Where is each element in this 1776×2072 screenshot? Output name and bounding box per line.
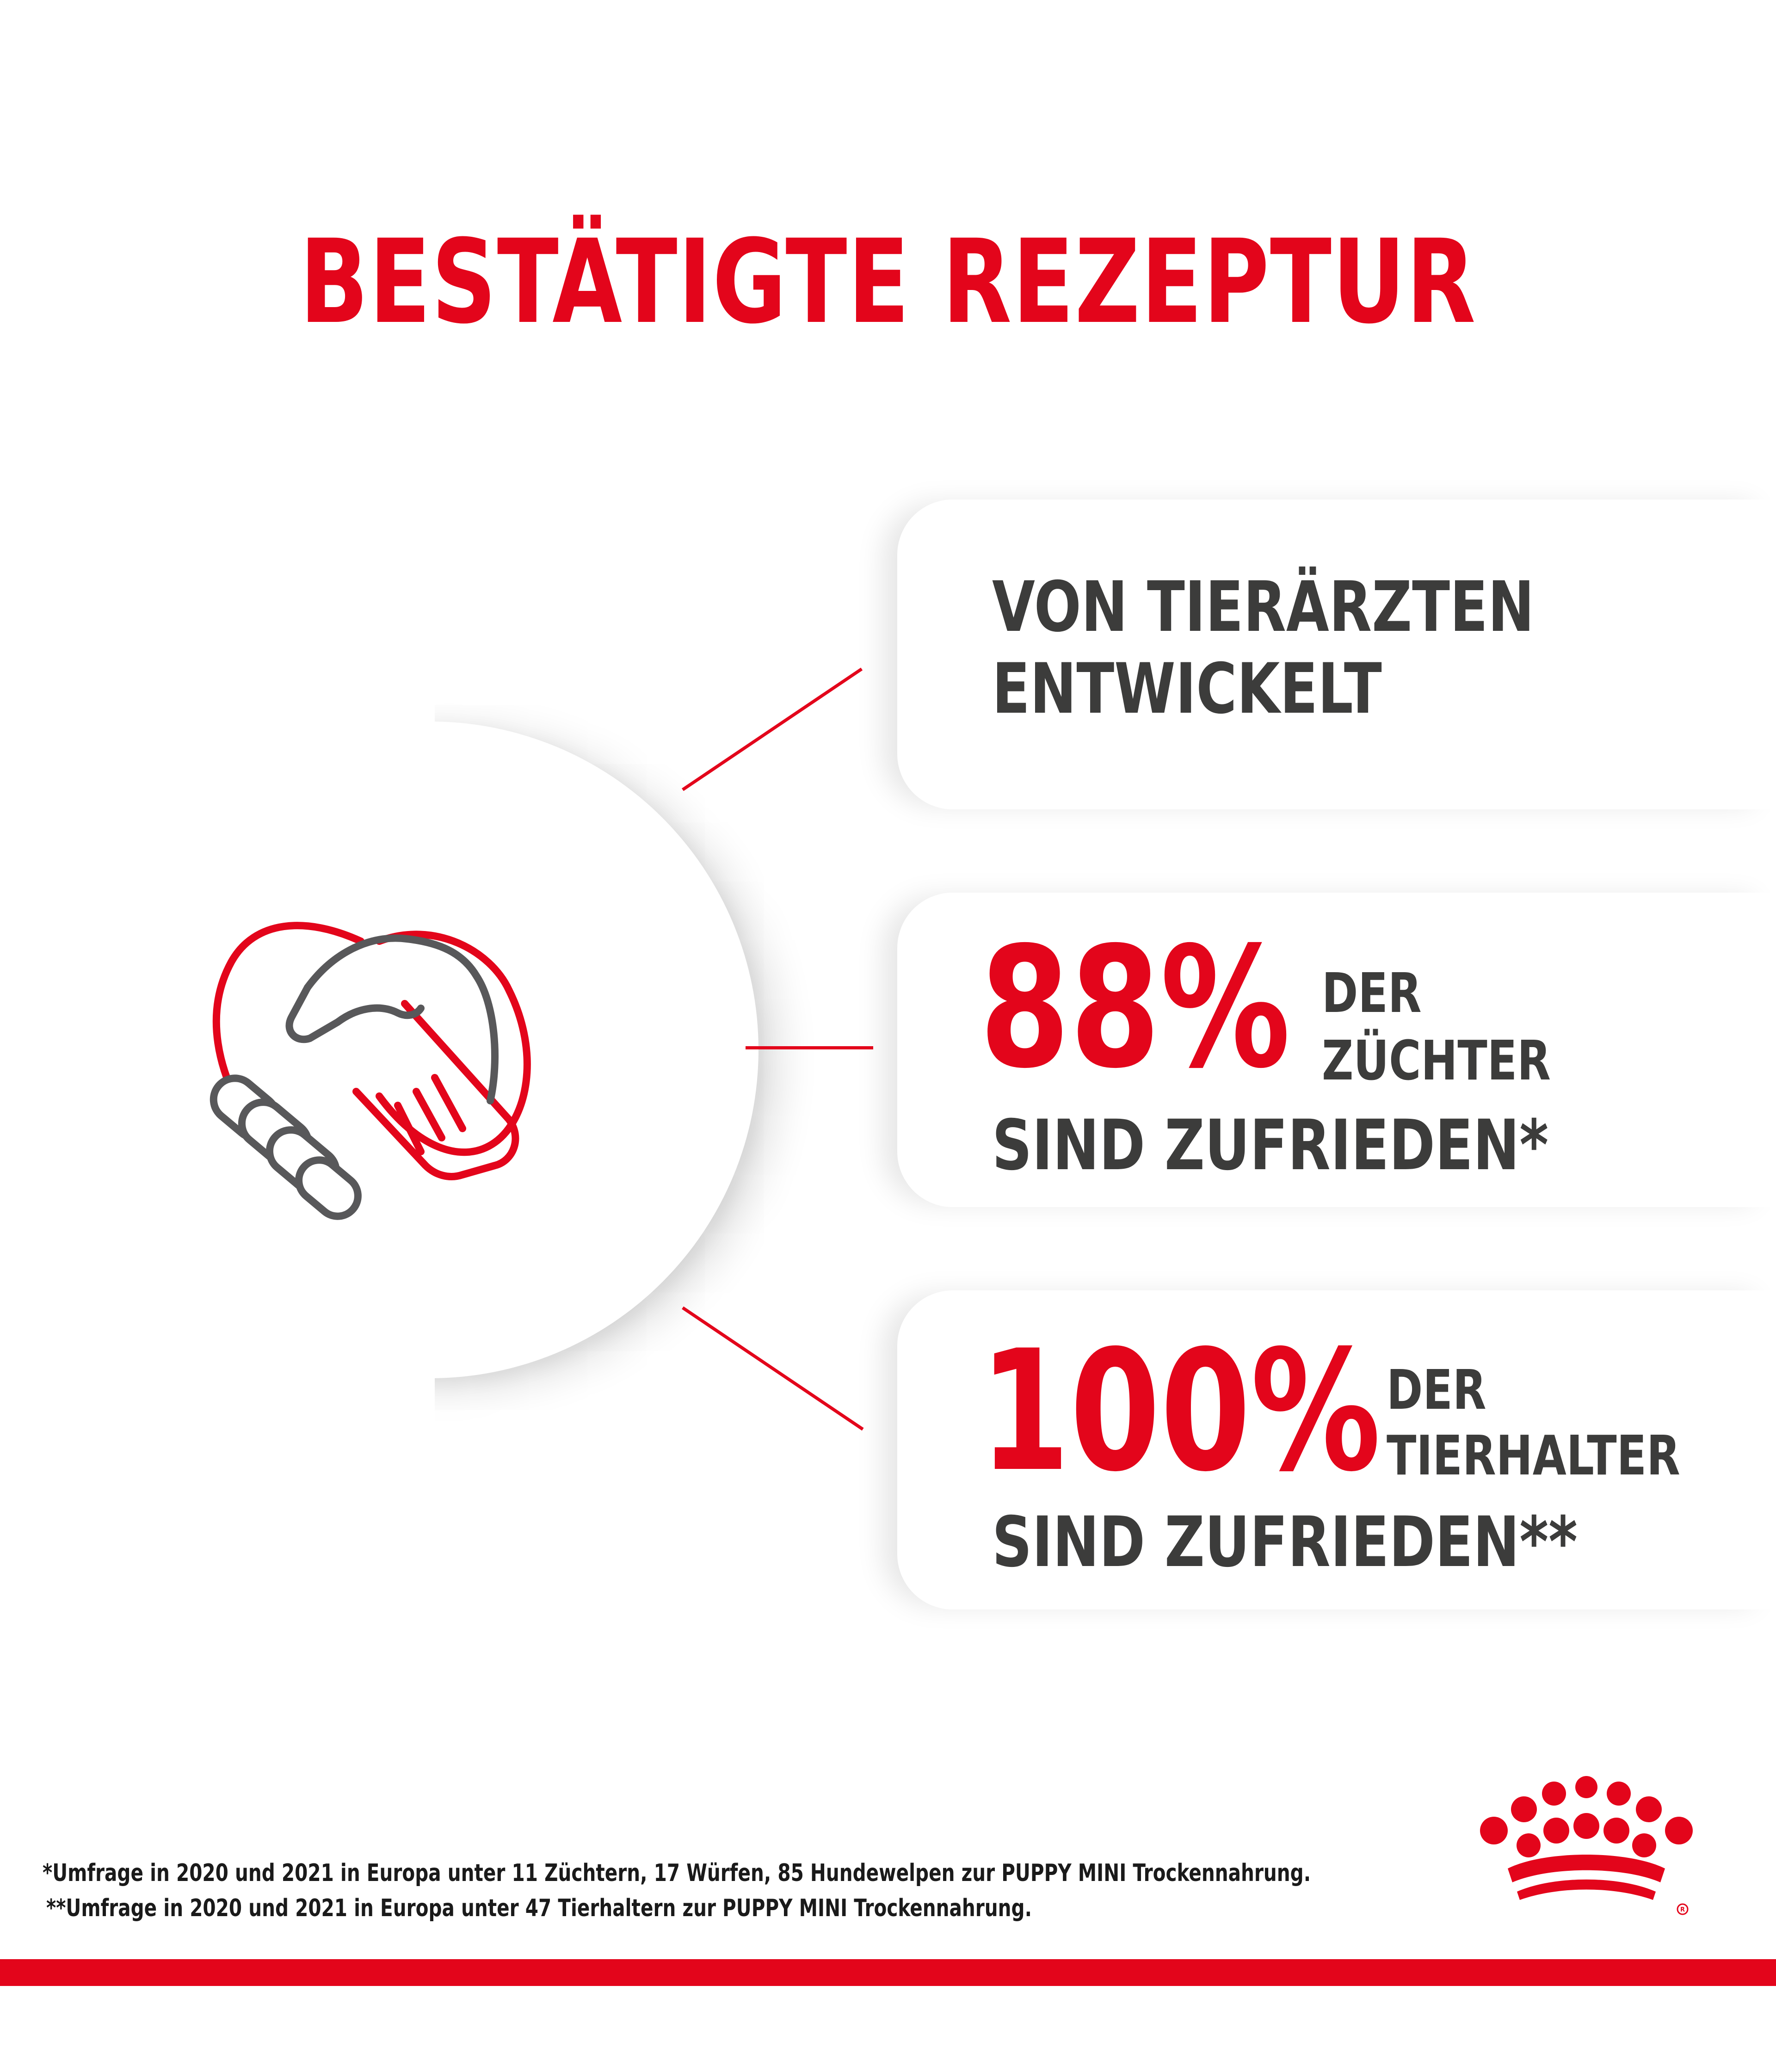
owners-line3: SIND ZUFRIEDEN** — [992, 1502, 1578, 1583]
footnote-2: **Umfrage in 2020 und 2021 in Europa unt… — [46, 1894, 1032, 1922]
owners-percent: 100% — [980, 1314, 1381, 1508]
breeders-line1: DER — [1322, 961, 1422, 1025]
claim-panel-owners — [897, 1290, 1776, 1610]
handshake-heart-icon — [210, 922, 531, 1220]
royal-canin-crown-logo: R — [1480, 1776, 1693, 1915]
footer-red-bar — [0, 1959, 1776, 1986]
claim-panel-breeders — [897, 893, 1776, 1207]
page-title: BESTÄTIGTE REZEPTUR — [299, 215, 1477, 349]
svg-text:R: R — [1680, 1906, 1685, 1913]
footnote-1: *Umfrage in 2020 und 2021 in Europa unte… — [43, 1859, 1311, 1887]
connector-line-top — [682, 667, 863, 791]
connector-line-bottom — [682, 1306, 864, 1431]
breeders-line3: SIND ZUFRIEDEN* — [992, 1105, 1549, 1186]
owners-line2: TIERHALTER — [1387, 1424, 1680, 1487]
claim-panel-vets — [897, 500, 1776, 809]
claim-vets-line2: ENTWICKELT — [992, 649, 1382, 729]
breeders-line2: ZÜCHTER — [1322, 1029, 1551, 1092]
connector-line-middle — [746, 1046, 873, 1049]
owners-line1: DER — [1387, 1358, 1486, 1422]
breeders-percent: 88% — [980, 911, 1291, 1105]
claim-vets-line1: VON TIERÄRZTEN — [992, 567, 1535, 648]
